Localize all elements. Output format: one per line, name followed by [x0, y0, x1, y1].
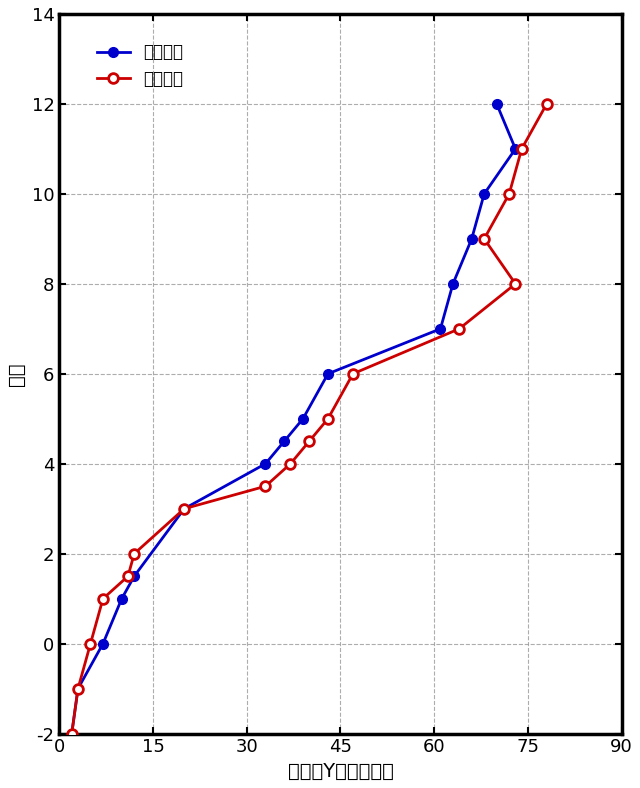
施工模拟: [180, 504, 188, 514]
一次加载: [131, 571, 138, 581]
一次加载: [511, 144, 519, 154]
一次加载: [180, 504, 188, 514]
施工模拟: [511, 279, 519, 288]
施工模拟: [518, 144, 525, 154]
施工模拟: [455, 324, 463, 333]
施工模拟: [131, 549, 138, 559]
施工模拟: [262, 481, 269, 491]
一次加载: [280, 437, 288, 446]
施工模拟: [68, 729, 76, 738]
施工模拟: [349, 369, 356, 378]
一次加载: [299, 414, 307, 423]
一次加载: [262, 459, 269, 469]
一次加载: [324, 369, 332, 378]
施工模拟: [99, 594, 107, 604]
Y-axis label: 楼层: 楼层: [7, 362, 26, 385]
一次加载: [449, 279, 457, 288]
施工模拟: [287, 459, 294, 469]
施工模拟: [305, 437, 313, 446]
施工模拟: [481, 234, 488, 243]
施工模拟: [124, 571, 132, 581]
施工模拟: [86, 639, 94, 649]
施工模拟: [324, 414, 332, 423]
Line: 施工模拟: 施工模拟: [67, 99, 552, 738]
一次加载: [436, 324, 444, 333]
施工模拟: [74, 684, 82, 693]
一次加载: [74, 684, 82, 693]
Legend: 一次加载, 施工模拟: 一次加载, 施工模拟: [90, 37, 190, 95]
Line: 一次加载: 一次加载: [67, 99, 520, 738]
一次加载: [118, 594, 125, 604]
X-axis label: 博物馆Y向楼层位移: 博物馆Y向楼层位移: [287, 762, 394, 781]
一次加载: [468, 234, 476, 243]
施工模拟: [506, 189, 513, 199]
一次加载: [68, 729, 76, 738]
一次加载: [493, 99, 500, 109]
施工模拟: [543, 99, 550, 109]
一次加载: [481, 189, 488, 199]
一次加载: [99, 639, 107, 649]
